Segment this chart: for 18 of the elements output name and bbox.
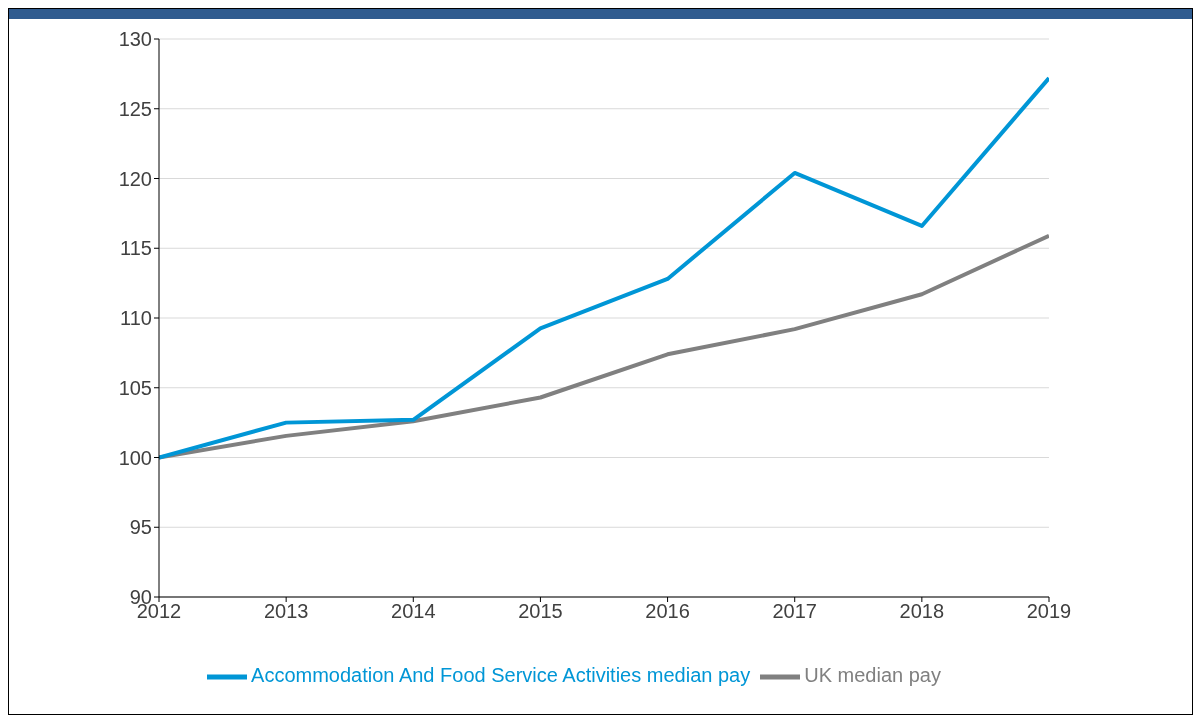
- x-tick-label: 2019: [1026, 600, 1072, 623]
- x-tick-label: 2014: [391, 600, 436, 623]
- y-tick-label: 100: [118, 446, 152, 469]
- x-tick-label: 2018: [899, 600, 945, 623]
- x-tick-label: 2017: [772, 600, 817, 623]
- y-tick-label: 130: [118, 28, 152, 51]
- y-tick-label: 95: [129, 516, 152, 539]
- y-tick-label: 125: [118, 97, 152, 120]
- x-tick-label: 2016: [645, 600, 690, 623]
- legend-label: Accommodation And Food Service Activities median pay: [251, 664, 751, 687]
- y-tick-label: 120: [118, 167, 152, 190]
- y-tick-label: 105: [118, 376, 152, 399]
- y-tick-label: 115: [120, 237, 152, 260]
- legend-label: UK median pay: [804, 664, 941, 687]
- x-tick-label: 2015: [518, 600, 563, 623]
- x-tick-label: 2013: [263, 600, 309, 623]
- line-series: [159, 76, 1049, 460]
- y-tick-label: 110: [120, 307, 152, 330]
